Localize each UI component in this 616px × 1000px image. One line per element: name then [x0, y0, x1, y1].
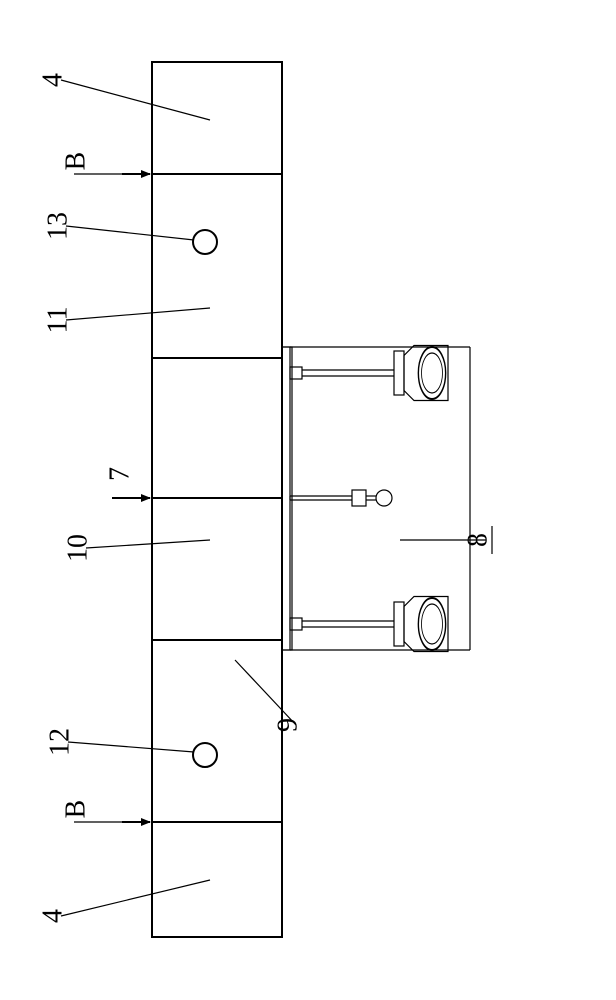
callout-label: 12 [44, 728, 75, 756]
section-label: B [60, 800, 91, 819]
section-label: 7 [104, 467, 135, 481]
callout-label: 13 [42, 212, 73, 240]
callout-label: 9 [272, 718, 303, 732]
callout-label: 10 [62, 534, 93, 562]
section-label: B [60, 152, 91, 171]
callout-label: 11 [42, 307, 73, 334]
callout-label: 4 [37, 909, 68, 923]
callout-label: 4 [37, 73, 68, 87]
technical-diagram: B B 7 4 13 11 10 12 4 8 9 [0, 0, 616, 1000]
callout-label: 8 [462, 533, 493, 547]
